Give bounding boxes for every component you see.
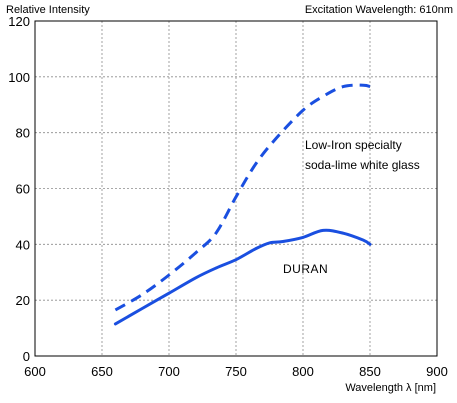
series-group — [113, 83, 372, 326]
series-label: DURAN — [283, 262, 328, 276]
y-tick-label: 60 — [16, 182, 30, 197]
series-line-low-iron-glass — [114, 83, 371, 312]
plot-frame — [34, 20, 438, 357]
x-tick-label: 650 — [91, 364, 113, 379]
series-line-duran — [113, 228, 372, 326]
x-tick-label: 850 — [359, 364, 381, 379]
x-tick-label: 750 — [225, 364, 247, 379]
y-tick-label: 120 — [8, 14, 30, 29]
y-tick-label: 100 — [8, 70, 30, 85]
y-axis-title: Relative Intensity — [6, 4, 90, 16]
x-tick-label: 600 — [24, 364, 46, 379]
series-label: soda-lime white glass — [305, 158, 420, 172]
x-tick-label: 700 — [158, 364, 180, 379]
x-axis-title: Wavelength λ [nm] — [345, 382, 436, 394]
x-axis-ticks: 600 650 700 750 800 850 900 — [24, 364, 448, 379]
excitation-wavelength-label: Excitation Wavelength: 610nm — [305, 4, 453, 16]
y-tick-label: 40 — [16, 237, 30, 252]
series-labels: Low-Iron specialty soda-lime white glass D… — [283, 138, 420, 276]
y-tick-label: 0 — [23, 349, 30, 364]
grid — [35, 21, 437, 356]
y-tick-label: 20 — [16, 293, 30, 308]
x-tick-label: 900 — [426, 364, 448, 379]
y-tick-label: 80 — [16, 126, 30, 141]
y-axis-ticks: 0 20 40 60 80 100 120 — [8, 14, 30, 364]
series-label: Low-Iron specialty — [305, 138, 402, 152]
x-tick-label: 800 — [292, 364, 314, 379]
